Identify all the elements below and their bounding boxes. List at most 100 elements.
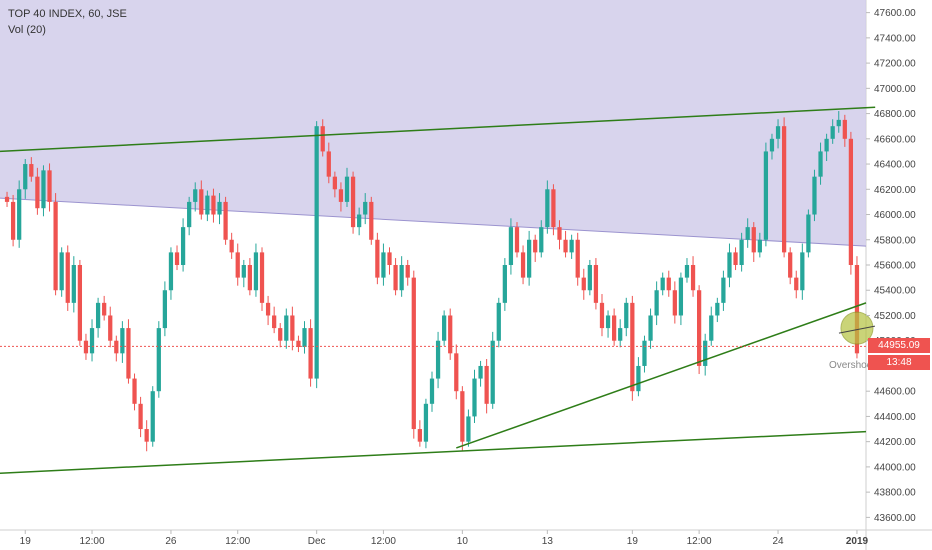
candle-body[interactable] (47, 170, 52, 202)
candle-body[interactable] (848, 138, 854, 265)
upper-trendline[interactable] (0, 106, 876, 153)
candle-body[interactable] (721, 277, 726, 303)
candle-body[interactable] (587, 265, 592, 291)
candle-body[interactable] (144, 429, 149, 442)
candle-body[interactable] (253, 252, 259, 291)
candle-body[interactable] (745, 227, 750, 240)
candle-body[interactable] (180, 227, 186, 265)
candle-body[interactable] (514, 227, 520, 253)
candle-body[interactable] (763, 151, 769, 240)
overshoot-highlight-circle[interactable] (840, 311, 874, 345)
candle-body[interactable] (739, 239, 744, 265)
candle-body[interactable] (605, 315, 611, 329)
candle-body[interactable] (4, 196, 10, 202)
candle-body[interactable] (265, 302, 271, 316)
candle-body[interactable] (187, 201, 192, 228)
candle-body[interactable] (411, 277, 416, 430)
candle-body[interactable] (581, 277, 586, 291)
candle-body[interactable] (126, 328, 131, 379)
candle-body[interactable] (757, 239, 762, 253)
candle-body[interactable] (551, 189, 556, 228)
candle-body[interactable] (429, 378, 435, 404)
candle-body[interactable] (569, 239, 574, 253)
candle-body[interactable] (290, 315, 295, 341)
candle-body[interactable] (326, 151, 331, 177)
candle-body[interactable] (423, 403, 429, 442)
candle-body[interactable] (460, 391, 465, 442)
candle-body[interactable] (296, 340, 301, 348)
candle-body[interactable] (393, 265, 398, 291)
candle-body[interactable] (630, 302, 635, 392)
candle-body[interactable] (727, 252, 732, 278)
candle-body[interactable] (338, 189, 344, 202)
candle-body[interactable] (59, 252, 64, 291)
candle-body[interactable] (800, 252, 805, 291)
candle-body[interactable] (769, 138, 775, 152)
candle-body[interactable] (138, 403, 143, 430)
candle-body[interactable] (17, 189, 22, 240)
candle-body[interactable] (278, 328, 283, 341)
candle-body[interactable] (23, 164, 28, 190)
price-axis[interactable]: 43600.00 43800.00 44000.00 44200.00 44400.00… (866, 8, 916, 524)
candle-body[interactable] (612, 315, 617, 341)
candle-body[interactable] (824, 138, 829, 152)
candle-body[interactable] (199, 189, 204, 215)
candle-body[interactable] (77, 265, 83, 341)
symbol-title[interactable]: TOP 40 INDEX, 60, JSE (8, 8, 127, 20)
candle-body[interactable] (812, 176, 817, 215)
candle-body[interactable] (211, 195, 216, 215)
candle-body[interactable] (527, 239, 532, 278)
candle-body[interactable] (89, 328, 95, 354)
candle-body[interactable] (520, 252, 526, 278)
candle-body[interactable] (678, 277, 684, 316)
candle-body[interactable] (29, 164, 34, 177)
candle-body[interactable] (205, 195, 210, 215)
candle-body[interactable] (308, 328, 313, 379)
candle-body[interactable] (618, 328, 623, 341)
candle-body[interactable] (108, 315, 113, 341)
candle-body[interactable] (624, 302, 629, 329)
candle-body[interactable] (593, 265, 599, 303)
candle-body[interactable] (545, 189, 550, 228)
candle-body[interactable] (733, 252, 738, 265)
candle-body[interactable] (417, 429, 422, 442)
candle-body[interactable] (672, 290, 677, 316)
candle-body[interactable] (502, 265, 507, 303)
candle-body[interactable] (41, 170, 46, 209)
candle-body[interactable] (168, 252, 174, 291)
candle-body[interactable] (508, 227, 514, 265)
candle-body[interactable] (666, 277, 671, 291)
candle-body[interactable] (435, 340, 441, 379)
candle-body[interactable] (350, 176, 356, 228)
candle-body[interactable] (654, 290, 659, 316)
candle-body[interactable] (223, 201, 228, 240)
candle-body[interactable] (95, 302, 101, 329)
volume-indicator-label[interactable]: Vol (20) (8, 24, 46, 36)
candle-body[interactable] (794, 277, 799, 291)
candle-body[interactable] (369, 201, 374, 240)
candle-body[interactable] (472, 378, 477, 417)
candle-body[interactable] (357, 214, 362, 228)
candle-body[interactable] (575, 239, 580, 278)
candle-body[interactable] (302, 328, 307, 348)
candle-body[interactable] (690, 265, 696, 291)
candle-body[interactable] (599, 302, 605, 329)
candle-body[interactable] (83, 340, 89, 354)
candle-body[interactable] (854, 265, 860, 354)
candle-body[interactable] (193, 189, 198, 202)
candles[interactable] (4, 111, 860, 452)
candle-body[interactable] (53, 201, 58, 291)
candle-body[interactable] (533, 239, 538, 253)
candle-body[interactable] (314, 126, 319, 379)
candle-body[interactable] (636, 365, 641, 392)
candle-body[interactable] (344, 176, 350, 202)
candle-body[interactable] (448, 315, 453, 354)
candle-body[interactable] (284, 315, 289, 341)
candle-body[interactable] (466, 416, 471, 442)
candle-body[interactable] (539, 227, 544, 253)
candle-body[interactable] (247, 265, 252, 291)
candle-body[interactable] (120, 328, 125, 354)
candle-body[interactable] (775, 126, 781, 139)
candle-body[interactable] (241, 265, 246, 278)
candle-body[interactable] (751, 227, 756, 253)
